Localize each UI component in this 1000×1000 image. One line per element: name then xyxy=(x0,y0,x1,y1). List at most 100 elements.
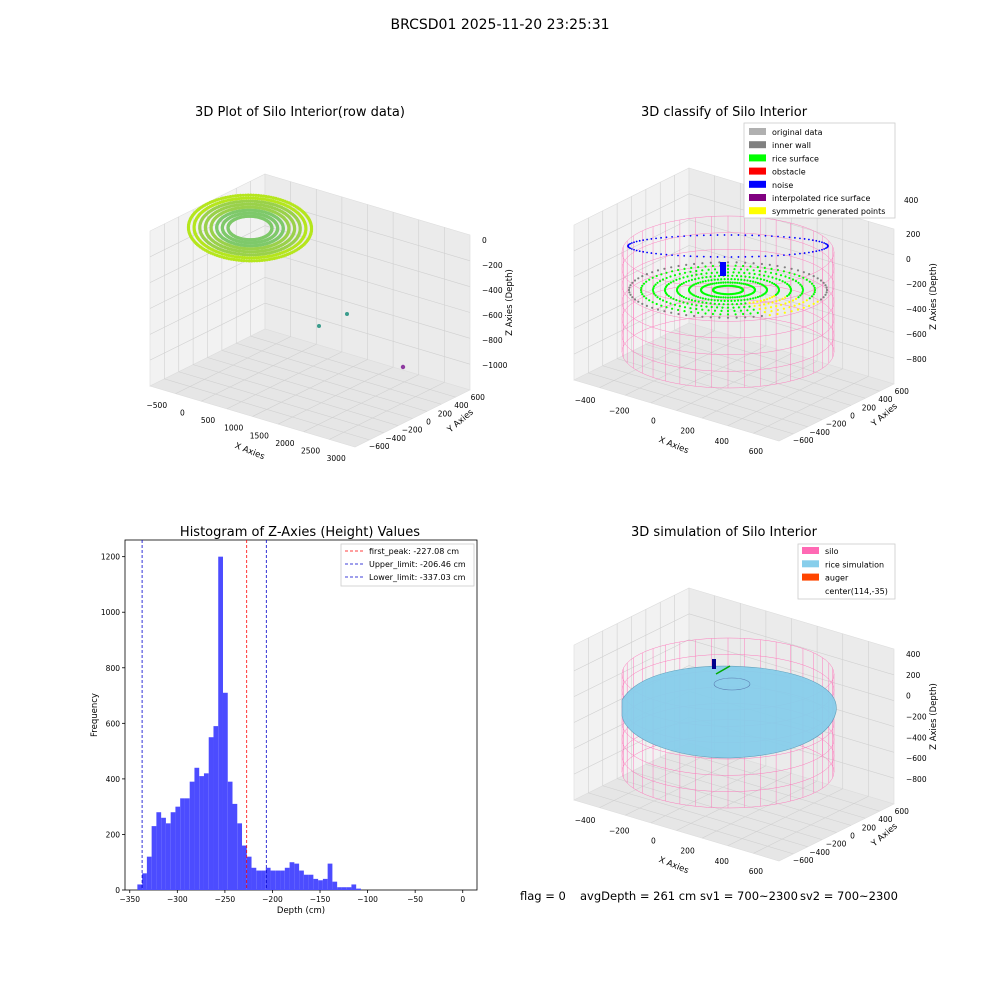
classified-point xyxy=(718,303,721,306)
classified-point xyxy=(743,279,746,282)
legend-label: symmetric generated points xyxy=(772,207,885,216)
classified-point xyxy=(812,284,815,287)
classified-point xyxy=(629,284,632,287)
classified-point xyxy=(640,291,643,294)
classified-point xyxy=(651,306,654,309)
z-tick-label: 0 xyxy=(482,236,487,245)
classified-point xyxy=(778,278,781,281)
classified-point xyxy=(655,274,658,278)
histogram-bar xyxy=(322,878,328,890)
classified-point xyxy=(753,304,756,308)
y-tick-label: 0 xyxy=(850,832,855,841)
noise-point xyxy=(737,234,740,236)
grid-line xyxy=(660,336,866,399)
noise-point xyxy=(696,255,698,258)
classified-point xyxy=(678,277,681,280)
histogram-bar xyxy=(299,870,304,890)
y-tick-label: 400 xyxy=(878,815,893,824)
grid-line xyxy=(207,357,413,419)
classified-point xyxy=(720,278,723,281)
classified-point xyxy=(758,304,761,307)
classified-point xyxy=(652,287,655,290)
noise-point xyxy=(646,251,648,254)
grid-line xyxy=(149,225,266,283)
classified-point xyxy=(748,272,751,275)
histogram-bar xyxy=(232,803,238,890)
classified-point xyxy=(669,296,673,299)
footer-flag: flag = 0 xyxy=(520,889,566,903)
classified-point xyxy=(645,280,648,283)
x-tick-label: −400 xyxy=(575,396,596,405)
noise-point xyxy=(642,239,645,242)
histogram-bar xyxy=(337,887,342,890)
classified-point xyxy=(670,311,673,314)
histogram-bar xyxy=(313,878,319,890)
grid-line xyxy=(573,296,690,355)
classified-point xyxy=(752,276,755,279)
silo-wireframe xyxy=(621,215,835,389)
grid-line xyxy=(221,350,427,412)
classified-point xyxy=(749,280,752,283)
classified-point xyxy=(810,295,814,298)
classified-point xyxy=(685,263,688,266)
raw-point xyxy=(233,194,238,198)
grid-line xyxy=(701,360,818,419)
noise-point xyxy=(635,240,638,243)
noise-point xyxy=(799,252,801,255)
classified-point xyxy=(726,281,730,284)
raw-point xyxy=(245,259,249,263)
classified-point xyxy=(675,278,678,281)
z-tick-label: 400 xyxy=(906,650,921,659)
classified-point xyxy=(679,284,682,287)
legend-swatch xyxy=(749,141,766,149)
raw-point xyxy=(247,259,251,263)
classified-point xyxy=(690,274,694,277)
classified-point xyxy=(711,282,714,285)
classified-point xyxy=(779,274,783,277)
raw-point xyxy=(237,197,241,201)
classified-point xyxy=(683,306,687,309)
classified-point xyxy=(726,271,730,274)
classified-point xyxy=(713,275,716,278)
histogram-bar xyxy=(270,870,276,890)
classified-point xyxy=(802,271,805,274)
legend-swatch xyxy=(749,128,766,135)
classified-point xyxy=(735,316,738,319)
noise-point xyxy=(677,254,679,257)
classified-point xyxy=(739,309,743,312)
classified-point xyxy=(682,281,685,284)
noise-point xyxy=(808,238,810,241)
histogram-bar xyxy=(161,817,166,890)
noise-point xyxy=(638,250,641,253)
noise-point xyxy=(730,256,733,258)
classified-point xyxy=(800,285,804,288)
classified-point xyxy=(784,296,787,299)
noise-point xyxy=(630,242,633,244)
x-tick-label: 1000 xyxy=(224,424,243,433)
z-axis-label: Z Axies (Depth) xyxy=(505,269,515,336)
classified-point xyxy=(628,291,631,294)
y-tick-label: 400 xyxy=(106,775,121,784)
z-tick-label: −400 xyxy=(906,305,927,314)
raw-point xyxy=(238,193,243,197)
raw-point xyxy=(249,193,253,197)
classified-point xyxy=(763,266,766,269)
classified-point xyxy=(665,271,668,274)
classified-point xyxy=(695,295,698,298)
classified-point xyxy=(759,278,762,281)
classified-point xyxy=(786,282,789,286)
classified-point xyxy=(771,301,774,304)
classified-point xyxy=(645,297,648,300)
z-tick-label: −600 xyxy=(906,754,927,763)
classified-point xyxy=(628,286,631,289)
grid-line xyxy=(573,613,690,672)
legend-swatch xyxy=(802,560,819,568)
classified-point xyxy=(802,306,805,309)
classified-point xyxy=(816,277,819,280)
classified-point xyxy=(816,300,819,303)
raw-point xyxy=(253,196,257,200)
classified-point xyxy=(796,308,800,311)
classified-point xyxy=(695,307,698,311)
classified-point xyxy=(758,295,762,298)
outlier-point xyxy=(317,324,321,328)
